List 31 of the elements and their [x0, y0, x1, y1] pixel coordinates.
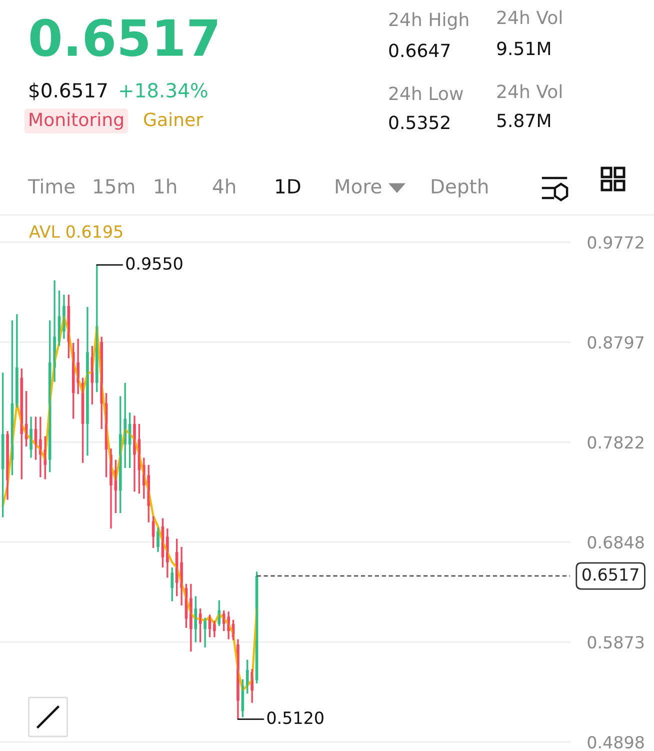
ref-line-label: 0.6517: [582, 568, 638, 581]
text: Depth: [432, 178, 488, 198]
text: +18.34%: [120, 82, 208, 98]
text: 15m: [94, 179, 134, 194]
text: 1D: [276, 179, 300, 194]
y-tick-label: 0.7822: [588, 436, 644, 449]
annotation: AVL 0.6195: [29, 225, 122, 238]
line-series: [2, 315, 258, 692]
text: 4h: [212, 178, 236, 194]
text: Gainer: [144, 112, 204, 126]
y-tick-label: 0.4898: [588, 736, 644, 749]
text: $0.6517: [30, 82, 107, 100]
y-tick-label: 0.6848: [588, 536, 644, 549]
annotation: 0.9550: [126, 257, 182, 270]
text: 9.51M: [497, 42, 550, 56]
text: More: [336, 179, 382, 194]
y-tick-label: 0.5873: [588, 636, 644, 649]
text: 24h Vol: [497, 10, 562, 24]
text: Monitoring: [30, 112, 123, 130]
text: 24h Low: [389, 86, 463, 100]
annotation: 0.5120: [267, 711, 324, 724]
y-tick-label: 0.8797: [588, 336, 644, 349]
text: 24h Vol: [497, 84, 562, 98]
text: 5.87M: [497, 114, 550, 128]
text: 24h High: [389, 12, 468, 30]
text: 0.5352: [389, 116, 450, 130]
text: Time: [28, 178, 75, 194]
text: 1h: [155, 178, 176, 194]
chart-title: 0.6517: [30, 18, 217, 57]
y-tick-label: 0.9772: [588, 236, 644, 249]
text: 0.6647: [389, 44, 450, 58]
